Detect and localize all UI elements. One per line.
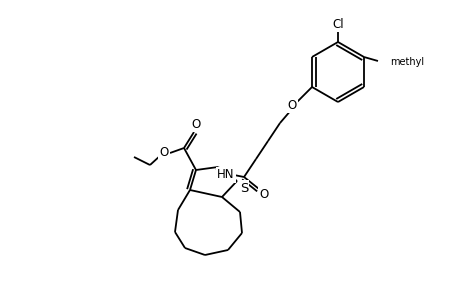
Text: O: O	[259, 188, 268, 200]
Text: Cl: Cl	[331, 17, 343, 31]
Text: O: O	[191, 118, 200, 130]
Text: S: S	[239, 182, 248, 194]
Text: methyl: methyl	[389, 57, 423, 67]
Text: O: O	[287, 98, 296, 112]
Text: O: O	[159, 146, 168, 160]
Text: HN: HN	[217, 169, 234, 182]
